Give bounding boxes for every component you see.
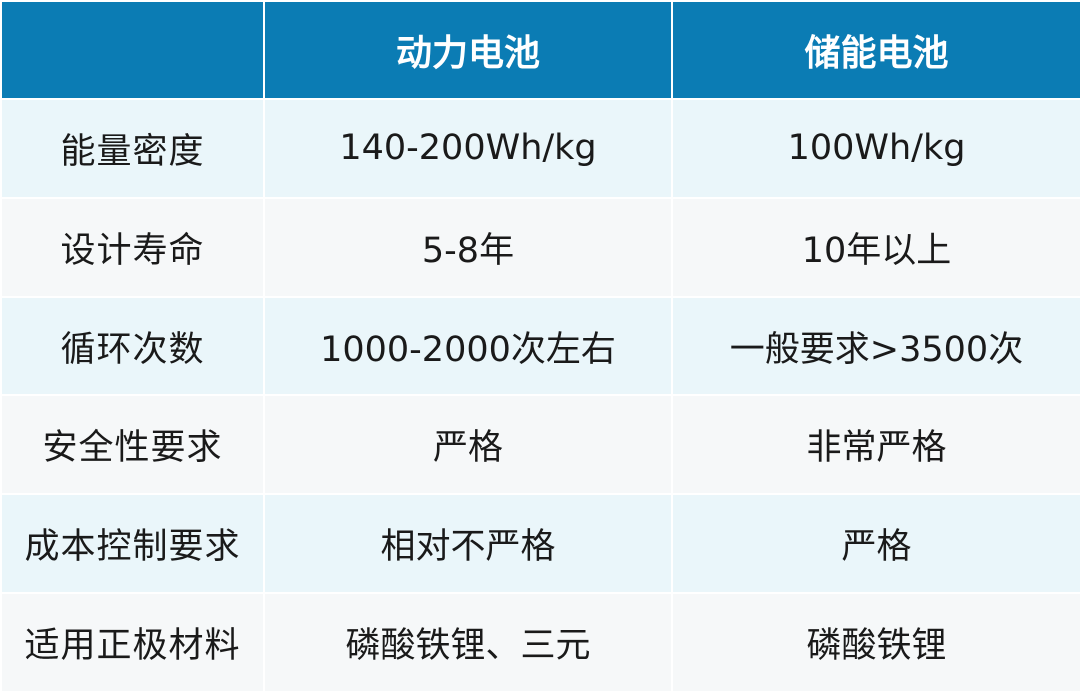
cell-power-cycle-count: 1000-2000次左右 xyxy=(263,295,673,397)
table-row: 安全性要求 严格 非常严格 xyxy=(0,394,1080,496)
header-storage-battery: 储能电池 xyxy=(671,0,1080,100)
cell-storage-design-life: 10年以上 xyxy=(671,196,1080,298)
header-corner-cell xyxy=(0,0,265,100)
row-label-cathode-material: 适用正极材料 xyxy=(0,592,265,693)
row-label-cost-control: 成本控制要求 xyxy=(0,493,265,595)
row-label-safety-requirement: 安全性要求 xyxy=(0,394,265,496)
cell-storage-safety-requirement: 非常严格 xyxy=(671,394,1080,496)
cell-power-cathode-material: 磷酸铁锂、三元 xyxy=(263,592,673,693)
row-label-energy-density: 能量密度 xyxy=(0,98,265,199)
table-row: 设计寿命 5-8年 10年以上 xyxy=(0,196,1080,298)
cell-storage-cycle-count: 一般要求>3500次 xyxy=(671,295,1080,397)
cell-power-energy-density: 140-200Wh/kg xyxy=(263,98,673,199)
header-power-battery: 动力电池 xyxy=(263,0,673,100)
header-row: 动力电池 储能电池 xyxy=(0,0,1080,100)
row-label-cycle-count: 循环次数 xyxy=(0,295,265,397)
table-row: 循环次数 1000-2000次左右 一般要求>3500次 xyxy=(0,295,1080,397)
row-label-design-life: 设计寿命 xyxy=(0,196,265,298)
cell-storage-cathode-material: 磷酸铁锂 xyxy=(671,592,1080,693)
table-row: 能量密度 140-200Wh/kg 100Wh/kg xyxy=(0,98,1080,199)
cell-power-design-life: 5-8年 xyxy=(263,196,673,298)
cell-power-cost-control: 相对不严格 xyxy=(263,493,673,595)
cell-storage-cost-control: 严格 xyxy=(671,493,1080,595)
cell-storage-energy-density: 100Wh/kg xyxy=(671,98,1080,199)
table-row: 成本控制要求 相对不严格 严格 xyxy=(0,493,1080,595)
cell-power-safety-requirement: 严格 xyxy=(263,394,673,496)
table-row: 适用正极材料 磷酸铁锂、三元 磷酸铁锂 xyxy=(0,592,1080,693)
